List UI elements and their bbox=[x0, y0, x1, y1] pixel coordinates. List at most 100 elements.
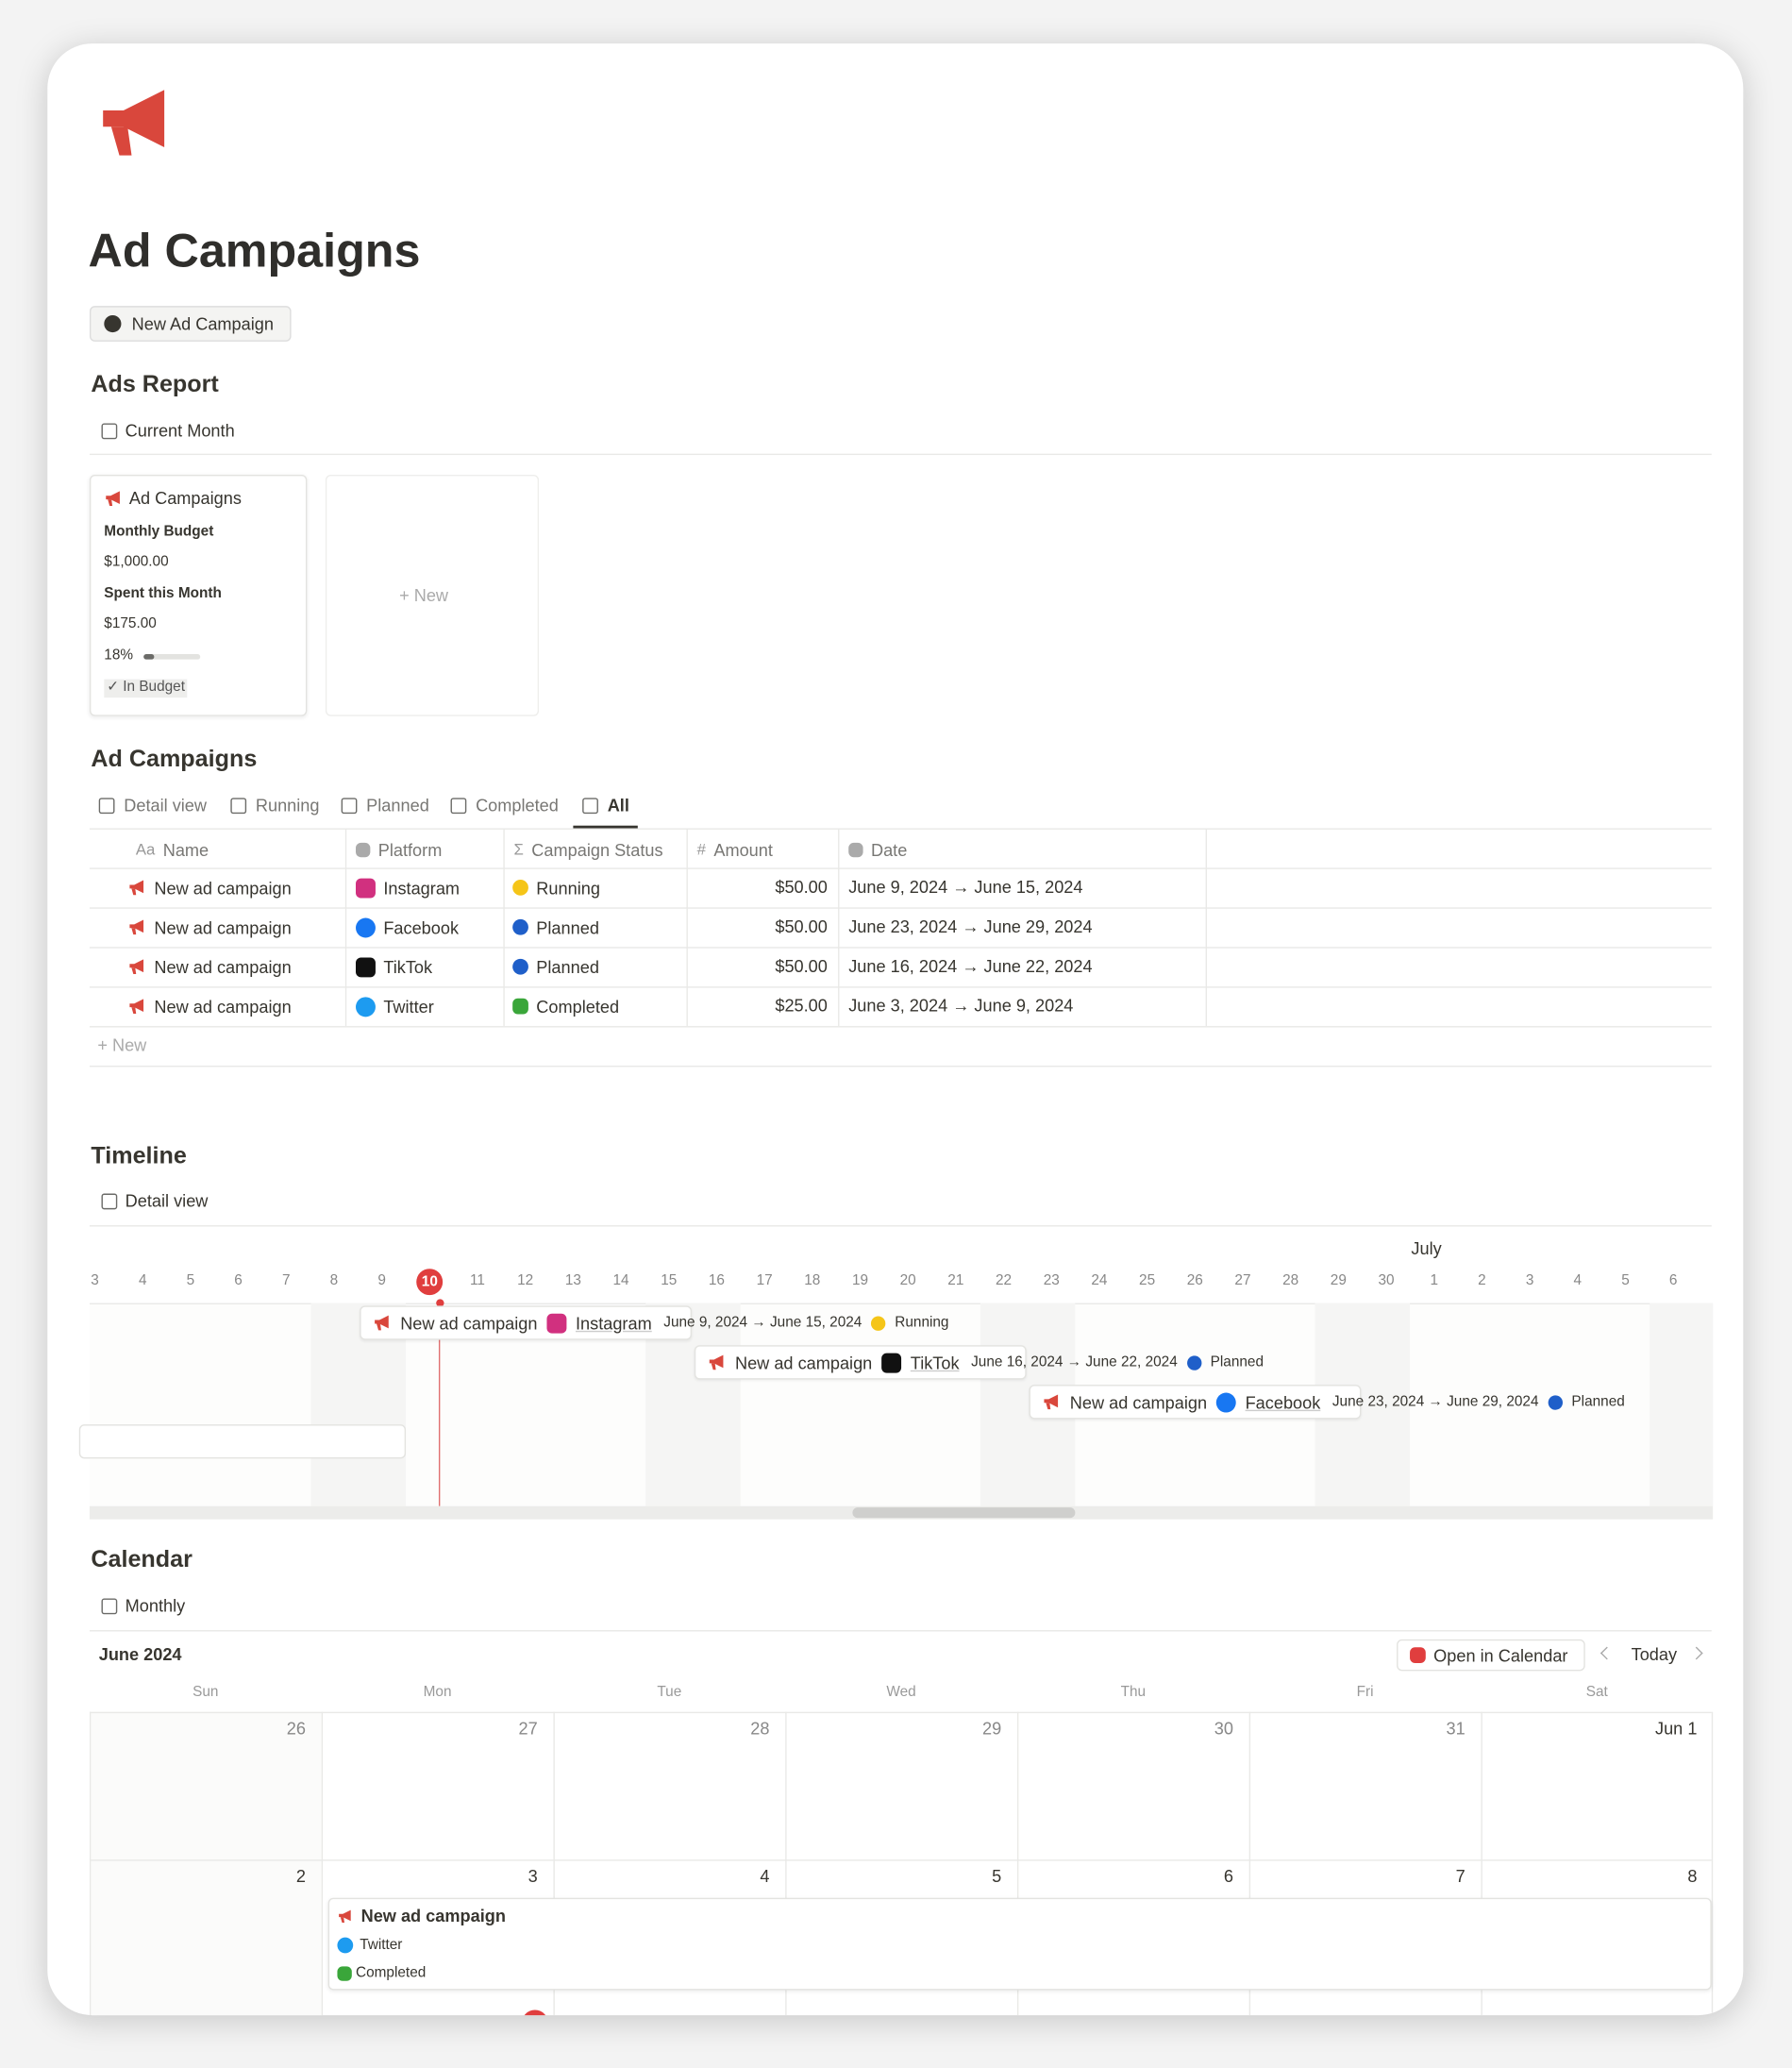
campaign-name: New ad campaign bbox=[154, 956, 292, 977]
new-row[interactable]: + New bbox=[97, 1035, 147, 1056]
event-platform: Twitter bbox=[337, 1935, 402, 1956]
day-label: 29 bbox=[1330, 1272, 1347, 1289]
prev-arrow[interactable] bbox=[1599, 1646, 1614, 1660]
megaphone-icon bbox=[104, 489, 123, 508]
icon bbox=[848, 842, 863, 857]
field-value: $1,000.00 bbox=[104, 554, 169, 571]
weekday: Tue bbox=[657, 1684, 682, 1701]
icon bbox=[512, 918, 528, 935]
divider bbox=[89, 1026, 1712, 1028]
open-calendar-button[interactable]: Open in Calendar bbox=[1397, 1639, 1585, 1672]
today-button[interactable]: Today bbox=[1631, 1644, 1678, 1665]
column-header: Σ Campaign Status bbox=[514, 836, 663, 863]
cell-name: New ad campaign bbox=[127, 993, 292, 1019]
calendar-month: June 2024 bbox=[98, 1644, 182, 1665]
tab[interactable]: Detail view bbox=[124, 795, 208, 815]
cell-platform: Instagram bbox=[356, 874, 460, 900]
day-label: 30 bbox=[1378, 1272, 1395, 1289]
tab[interactable]: All bbox=[607, 795, 629, 815]
icon bbox=[356, 877, 376, 898]
divider bbox=[686, 828, 688, 1027]
view-tab[interactable]: Detail view bbox=[125, 1191, 209, 1211]
day-label: 10 bbox=[416, 1269, 444, 1296]
icon bbox=[356, 956, 376, 977]
amount: $50.00 bbox=[775, 877, 828, 898]
weekday: Wed bbox=[886, 1684, 916, 1701]
day-number: 6 bbox=[1223, 1866, 1233, 1887]
day-label: 27 bbox=[1234, 1272, 1251, 1289]
divider bbox=[838, 828, 840, 1027]
field-label: Monthly Budget bbox=[104, 524, 214, 541]
tab[interactable]: Planned bbox=[366, 795, 429, 815]
day-number: 4 bbox=[760, 1866, 770, 1887]
campaign-name: New ad campaign bbox=[154, 996, 292, 1017]
divider bbox=[89, 453, 1712, 456]
progress-fill bbox=[143, 654, 154, 660]
view-icon bbox=[98, 798, 115, 815]
tab[interactable]: Running bbox=[255, 795, 320, 815]
megaphone-icon bbox=[127, 879, 146, 898]
campaign-name: New ad campaign bbox=[1069, 1391, 1208, 1412]
column-header: # Amount bbox=[697, 836, 773, 863]
weekday: Sat bbox=[1585, 1684, 1608, 1701]
calendar-event[interactable]: New ad campaign Twitter Completed bbox=[327, 1897, 1712, 1991]
cell-status: Planned bbox=[512, 914, 599, 940]
divider bbox=[89, 1225, 1712, 1227]
next-arrow[interactable] bbox=[1689, 1646, 1703, 1660]
day-number: 8 bbox=[1687, 1866, 1698, 1887]
weekday: Mon bbox=[423, 1684, 452, 1701]
cell-name: New ad campaign bbox=[127, 953, 292, 980]
new-button[interactable]: New Ad Campaign bbox=[89, 306, 292, 342]
tab[interactable]: Completed bbox=[476, 795, 559, 815]
new-card[interactable]: + New bbox=[325, 475, 540, 716]
section-heading: Ads Report bbox=[91, 370, 219, 397]
day-label: 13 bbox=[564, 1272, 581, 1289]
event-status: Completed bbox=[337, 1962, 426, 1983]
column-label: Name bbox=[162, 839, 209, 860]
day-label: 14 bbox=[612, 1272, 629, 1289]
status: Running bbox=[536, 877, 600, 898]
view-tab[interactable]: Monthly bbox=[125, 1595, 186, 1616]
icon bbox=[356, 842, 371, 857]
report-card[interactable]: Ad Campaigns Monthly Budget $1,000.00 Spent… bbox=[89, 475, 308, 716]
megaphone-icon bbox=[127, 997, 146, 1016]
megaphone-icon bbox=[95, 82, 177, 164]
scroll-thumb[interactable] bbox=[852, 1507, 1076, 1519]
campaign-name: New ad campaign bbox=[154, 877, 292, 898]
section-heading: Ad Campaigns bbox=[91, 745, 258, 772]
megaphone-icon bbox=[373, 1314, 392, 1333]
day-number: 2 bbox=[295, 1866, 306, 1887]
divider bbox=[1205, 828, 1208, 1027]
day-label: 20 bbox=[899, 1272, 916, 1289]
window: Ad Campaigns New Ad Campaign Ads Report Cur… bbox=[47, 43, 1744, 2016]
cell-status: Running bbox=[512, 874, 600, 900]
status: Planned bbox=[536, 956, 599, 977]
icon bbox=[1410, 1647, 1426, 1663]
status: Planned bbox=[1210, 1354, 1264, 1370]
icon bbox=[1548, 1394, 1563, 1410]
divider bbox=[344, 828, 347, 1027]
day-label: 21 bbox=[947, 1272, 964, 1289]
cell-status: Planned bbox=[512, 953, 599, 980]
status: Planned bbox=[536, 916, 599, 937]
timeline-bar[interactable] bbox=[1029, 1385, 1362, 1420]
day-label: 25 bbox=[1139, 1272, 1156, 1289]
day-number: 5 bbox=[992, 1866, 1002, 1887]
column-label: Platform bbox=[377, 839, 443, 860]
timeline-bar[interactable] bbox=[694, 1345, 1027, 1380]
day-label: 4 bbox=[1573, 1272, 1583, 1289]
campaign-name: New ad campaign bbox=[400, 1313, 538, 1333]
day-label: 18 bbox=[804, 1272, 821, 1289]
divider bbox=[1481, 1711, 1482, 2016]
view-tab[interactable]: Current Month bbox=[125, 421, 235, 441]
tab-underline bbox=[573, 825, 638, 829]
day-label: 3 bbox=[91, 1272, 99, 1289]
timeline-bar[interactable] bbox=[359, 1305, 692, 1340]
amount: $25.00 bbox=[775, 996, 828, 1017]
weekend-shade bbox=[1650, 1303, 1714, 1506]
divider bbox=[89, 1630, 1712, 1632]
divider bbox=[89, 1303, 1712, 1304]
divider bbox=[439, 1303, 441, 1506]
day-label: 16 bbox=[708, 1272, 725, 1289]
